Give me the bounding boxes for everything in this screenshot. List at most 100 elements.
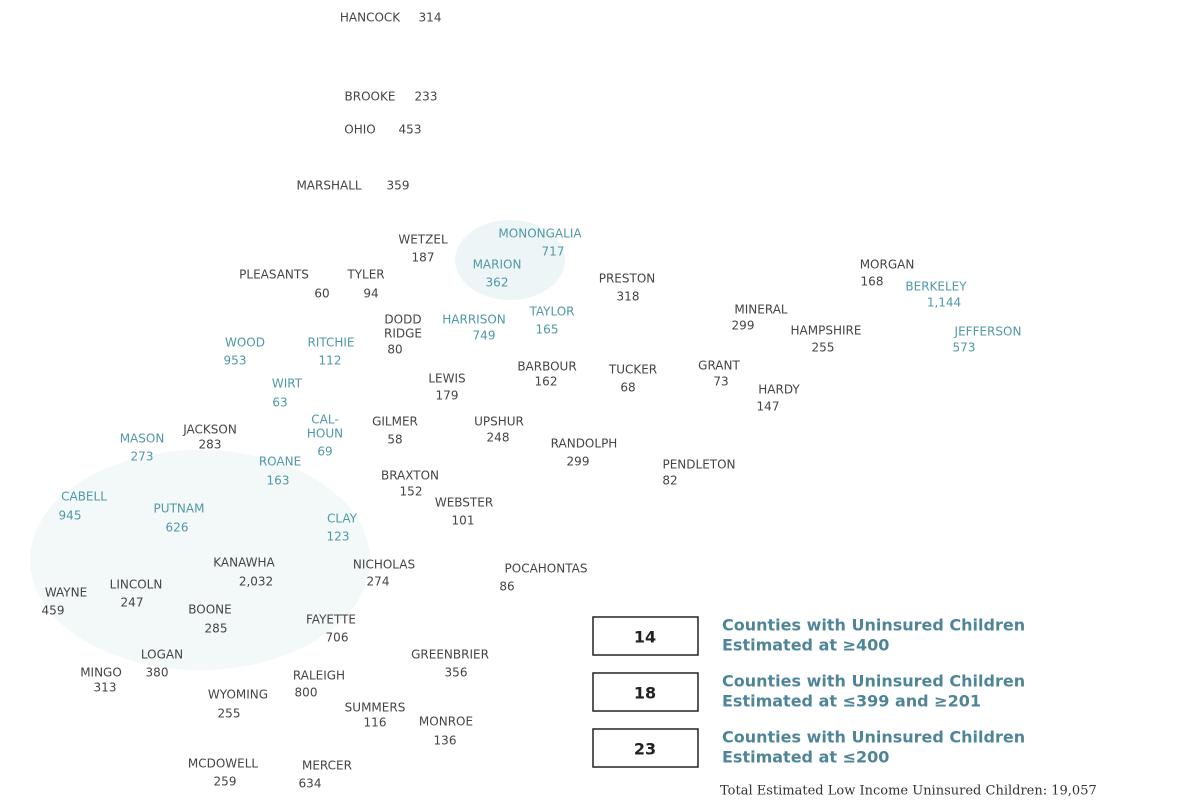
- county-name: LINCOLN: [110, 578, 163, 592]
- county-name: RALEIGH: [293, 669, 345, 683]
- county-name: UPSHUR: [474, 415, 524, 429]
- county-value: 247: [121, 596, 144, 610]
- county-value: 187: [412, 251, 435, 265]
- legend-label: Estimated at ≥400: [722, 636, 889, 655]
- county-name: WOOD: [225, 336, 265, 350]
- county-value: 136: [434, 734, 457, 748]
- county-name: RITCHIE: [307, 336, 354, 350]
- county-name: WAYNE: [45, 586, 87, 600]
- county-name: JACKSON: [182, 423, 237, 437]
- county-name: BOONE: [188, 603, 231, 617]
- county-value: 2,032: [239, 575, 273, 589]
- county-name: PRESTON: [599, 272, 656, 286]
- county-value: 82: [662, 474, 677, 488]
- county-name: LOGAN: [141, 648, 183, 662]
- county-name: MARION: [473, 258, 522, 272]
- county-name: LEWIS: [428, 372, 465, 386]
- county-name: NICHOLAS: [353, 558, 415, 572]
- county-name: RANDOLPH: [551, 437, 618, 451]
- county-name: HARRISON: [442, 313, 506, 327]
- county-name: SUMMERS: [345, 701, 406, 715]
- county-name: MASON: [120, 432, 165, 446]
- county-name: KANAWHA: [213, 556, 275, 570]
- county-value: 259: [214, 775, 237, 789]
- county-name: MINERAL: [734, 303, 788, 317]
- county-value: 112: [319, 354, 342, 368]
- county-name: DODD: [384, 313, 421, 327]
- county-name: JEFFERSON: [954, 325, 1022, 339]
- county-name: GRANT: [698, 359, 740, 373]
- total: Total Estimated Low Income Uninsured Chi…: [720, 784, 1097, 799]
- county-name: BROOKE: [345, 90, 396, 104]
- county-value: 459: [42, 604, 65, 618]
- county-value: 626: [166, 521, 189, 535]
- county-value: 73: [713, 375, 728, 389]
- county-value: 123: [327, 530, 350, 544]
- county-value: 68: [620, 381, 635, 395]
- county-value: 285: [205, 622, 228, 636]
- county-name: PENDLETON: [662, 458, 735, 472]
- county-value: 283: [199, 438, 222, 452]
- county-name: CABELL: [61, 490, 107, 504]
- county-name: FAYETTE: [306, 613, 356, 627]
- legend-box: [592, 672, 699, 712]
- county-name: WEBSTER: [435, 496, 493, 510]
- county-name: GREENBRIER: [411, 648, 489, 662]
- county-value: 116: [364, 716, 387, 730]
- county-value: 1,144: [927, 296, 961, 310]
- county-name: OHIO: [344, 123, 375, 137]
- county-value: 356: [445, 666, 468, 680]
- legend-count: 23: [634, 740, 656, 759]
- county-value: 453: [399, 123, 422, 137]
- county-name: WYOMING: [208, 688, 268, 702]
- county-name: BARBOUR: [517, 360, 576, 374]
- legend-box: [592, 616, 699, 656]
- county-value: 248: [487, 431, 510, 445]
- county-value: 152: [400, 485, 423, 499]
- highlight: [455, 220, 565, 300]
- county-name: HOUN: [307, 427, 343, 441]
- county-name: TUCKER: [608, 363, 657, 377]
- county-name: MONONGALIA: [498, 227, 582, 241]
- county-value: 255: [812, 341, 835, 355]
- legend-count: 14: [634, 628, 656, 647]
- county-name: BRAXTON: [381, 469, 439, 483]
- county-name: MERCER: [302, 759, 352, 773]
- legend-count: 18: [634, 684, 656, 703]
- county-value: 233: [415, 90, 438, 104]
- legend-label: Counties with Uninsured Children: [722, 672, 1025, 691]
- county-value: 60: [314, 287, 329, 301]
- county-name: WETZEL: [398, 233, 448, 247]
- county-value: 634: [299, 777, 322, 791]
- county-value: 313: [94, 681, 117, 695]
- county-value: 573: [953, 341, 976, 355]
- county-value: 274: [367, 575, 390, 589]
- county-name: ROANE: [259, 455, 301, 469]
- county-value: 165: [536, 323, 559, 337]
- county-name: PLEASANTS: [239, 268, 309, 282]
- legend-label: Estimated at ≤399 and ≥201: [722, 692, 981, 711]
- county-value: 80: [387, 343, 402, 357]
- county-value: 314: [419, 11, 442, 25]
- county-name: WIRT: [272, 377, 303, 391]
- county-value: 162: [535, 375, 558, 389]
- county-value: 706: [326, 631, 349, 645]
- county-name: HAMPSHIRE: [791, 324, 862, 338]
- county-name: TYLER: [346, 268, 384, 282]
- county-value: 318: [617, 290, 640, 304]
- county-value: 717: [542, 245, 565, 259]
- county-value: 58: [387, 433, 402, 447]
- county-value: 101: [452, 514, 475, 528]
- county-value: 273: [131, 450, 154, 464]
- county-value: 163: [267, 474, 290, 488]
- county-value: 800: [295, 686, 318, 700]
- county-name: PUTNAM: [154, 502, 205, 516]
- county-name: MORGAN: [860, 258, 915, 272]
- county-name: HARDY: [758, 383, 800, 397]
- county-name: HANCOCK: [340, 11, 401, 25]
- county-value: 94: [363, 287, 378, 301]
- county-value: 86: [499, 580, 514, 594]
- county-value: 69: [317, 445, 332, 459]
- county-name: CLAY: [327, 512, 358, 526]
